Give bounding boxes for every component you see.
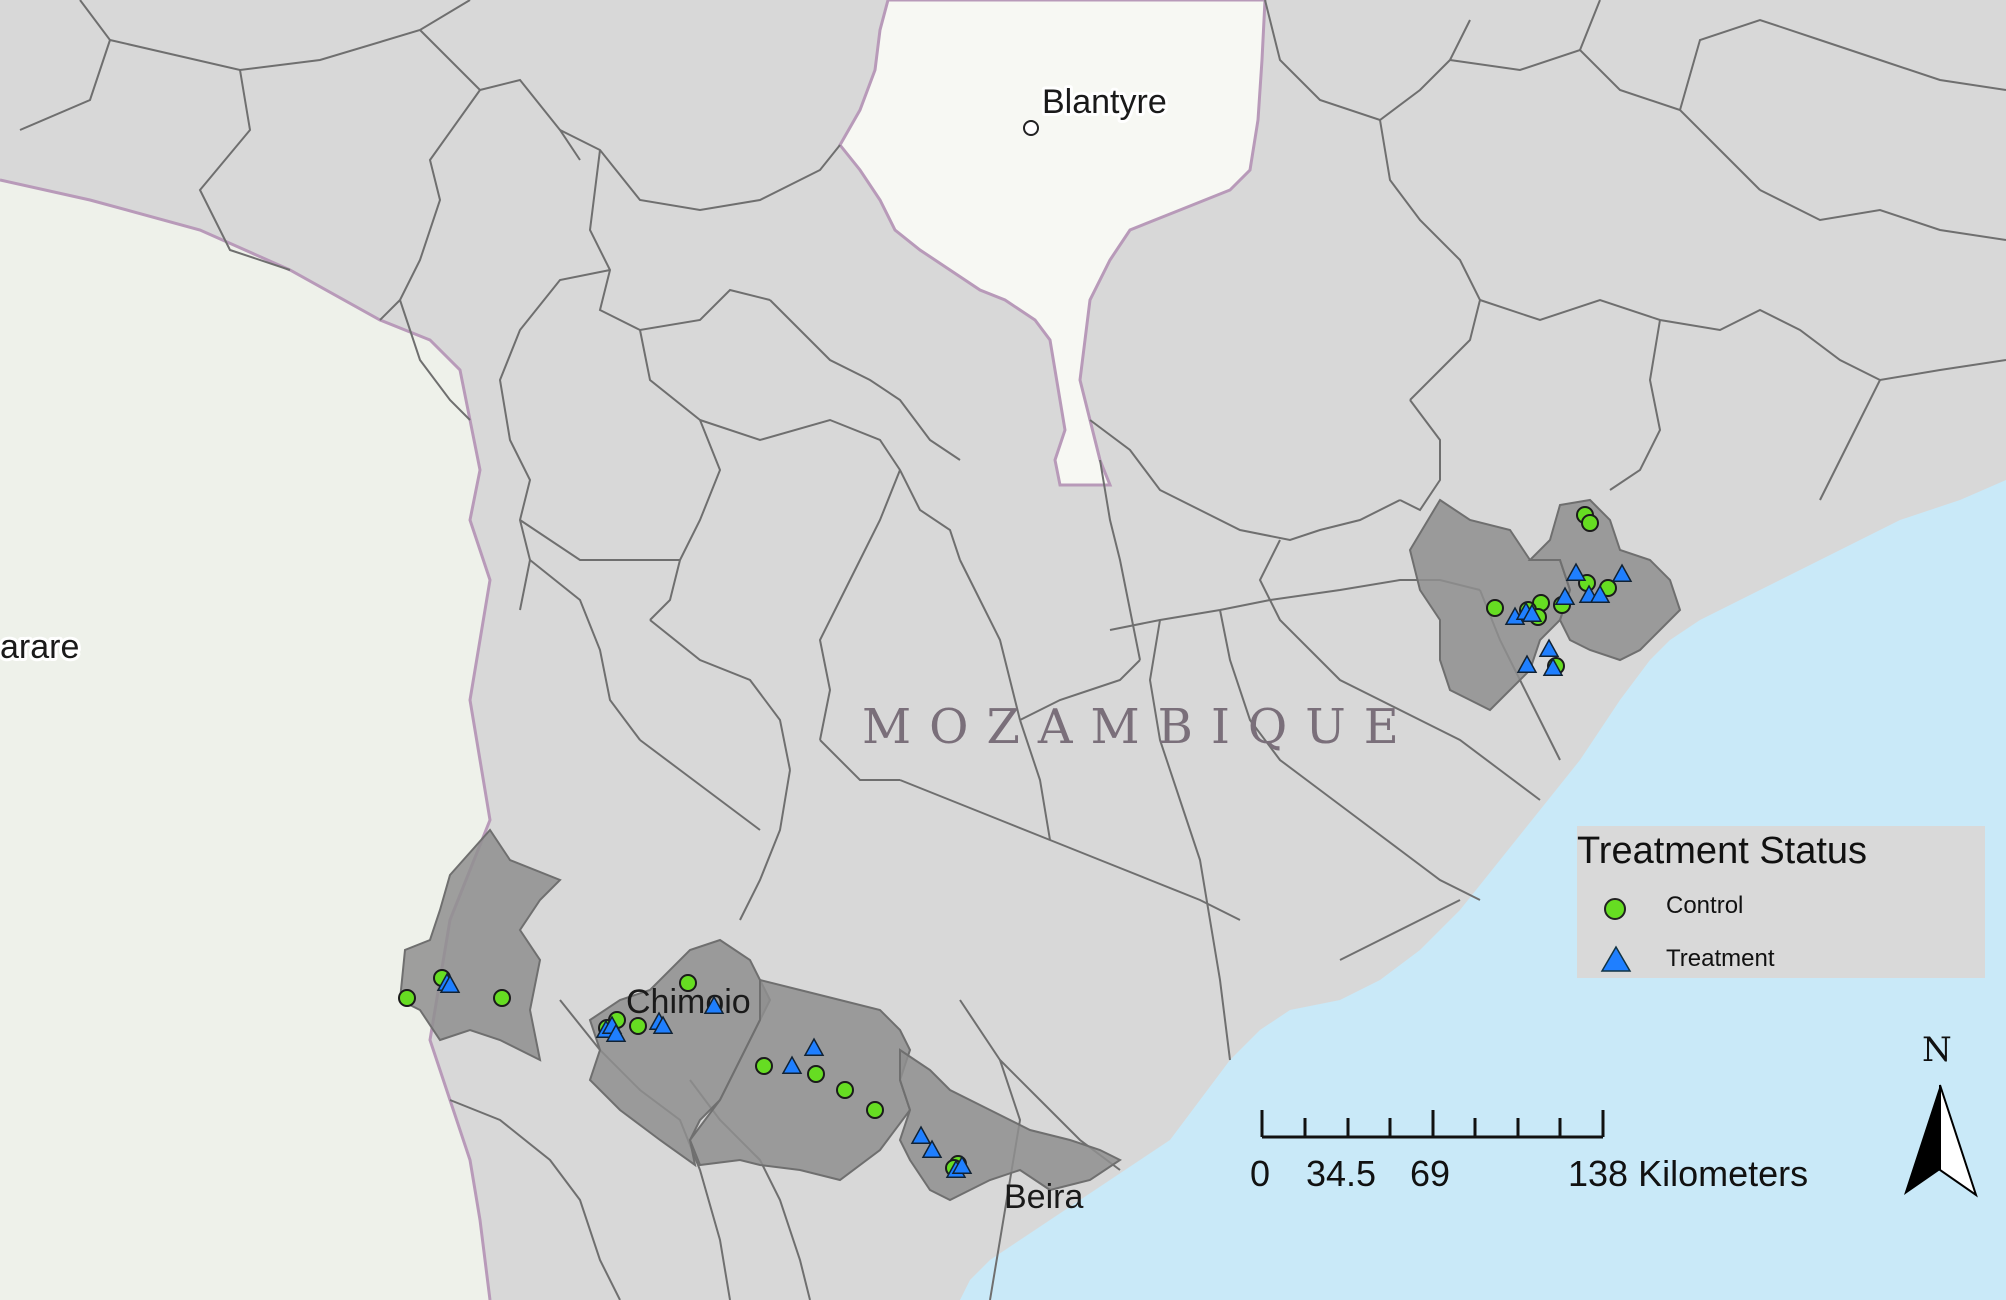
treatment-site-marker [1538,638,1560,657]
country-label: MOZAMBIQUE [862,699,1417,755]
scale-label-138-kilometers: 138 Kilometers [1568,1153,1809,1194]
treatment-site-marker [1565,562,1587,581]
study-sites [398,506,1633,1178]
control-site-marker [679,974,697,992]
blantyre-marker [1023,120,1039,136]
malawi-land [838,0,1267,487]
control-site-marker [493,989,511,1007]
treatment-site-marker [1521,603,1543,622]
legend-title: Treatment Status [1577,830,1868,872]
city-label-halo-harare: arare [0,628,79,666]
treatment-site-marker [1554,586,1576,605]
city-label-harare: arare [0,628,79,666]
scale-label-34-5: 34.5 [1306,1153,1377,1194]
treatment-site-marker [951,1155,973,1174]
control-site-marker [1486,599,1504,617]
treatment-site-marker [781,1055,803,1074]
scale-label-69: 69 [1410,1153,1451,1194]
legend [1577,826,1985,978]
circle-icon [1604,898,1626,920]
treatment-site-marker [910,1125,932,1144]
scale-bar [1260,1110,1605,1139]
legend-label-control: Control [1666,892,1744,919]
legend-treatment-symbol [1600,945,1632,972]
treatment-site-marker [1542,657,1564,676]
legend-control-symbol [1604,898,1626,920]
city-label-beira: Beira [1004,1178,1083,1216]
treatment-site-marker [605,1023,627,1042]
control-site-marker [1581,514,1599,532]
city-label-halo-blantyre: Blantyre [1042,83,1167,121]
triangle-icon [1600,945,1632,972]
treatment-site-marker [703,995,725,1014]
treatment-site-marker [439,974,461,993]
treatment-site-marker [803,1037,825,1056]
legend-label-treatment: Treatment [1666,945,1775,972]
scale-label-0: 0 [1250,1153,1271,1194]
control-site-marker [866,1101,884,1119]
control-site-marker [755,1057,773,1075]
treatment-site-marker [1589,584,1611,603]
international-border [0,178,492,1300]
treatment-site-marker [1516,654,1538,673]
control-site-marker [629,1017,647,1035]
control-site-marker [807,1065,825,1083]
treatment-site-marker [921,1139,943,1158]
zimbabwe-land [0,180,490,1300]
study-district-gondola [688,978,912,1182]
indian-ocean [960,480,2006,1300]
north-arrow-icon [1904,1084,1978,1198]
treatment-site-marker [652,1015,674,1034]
north-label: N [1922,1030,1952,1070]
control-site-marker [836,1081,854,1099]
study-district-manica [398,828,562,1062]
treatment-site-marker [1611,563,1633,582]
city-label-blantyre: Blantyre [1042,83,1167,121]
control-site-marker [398,989,416,1007]
